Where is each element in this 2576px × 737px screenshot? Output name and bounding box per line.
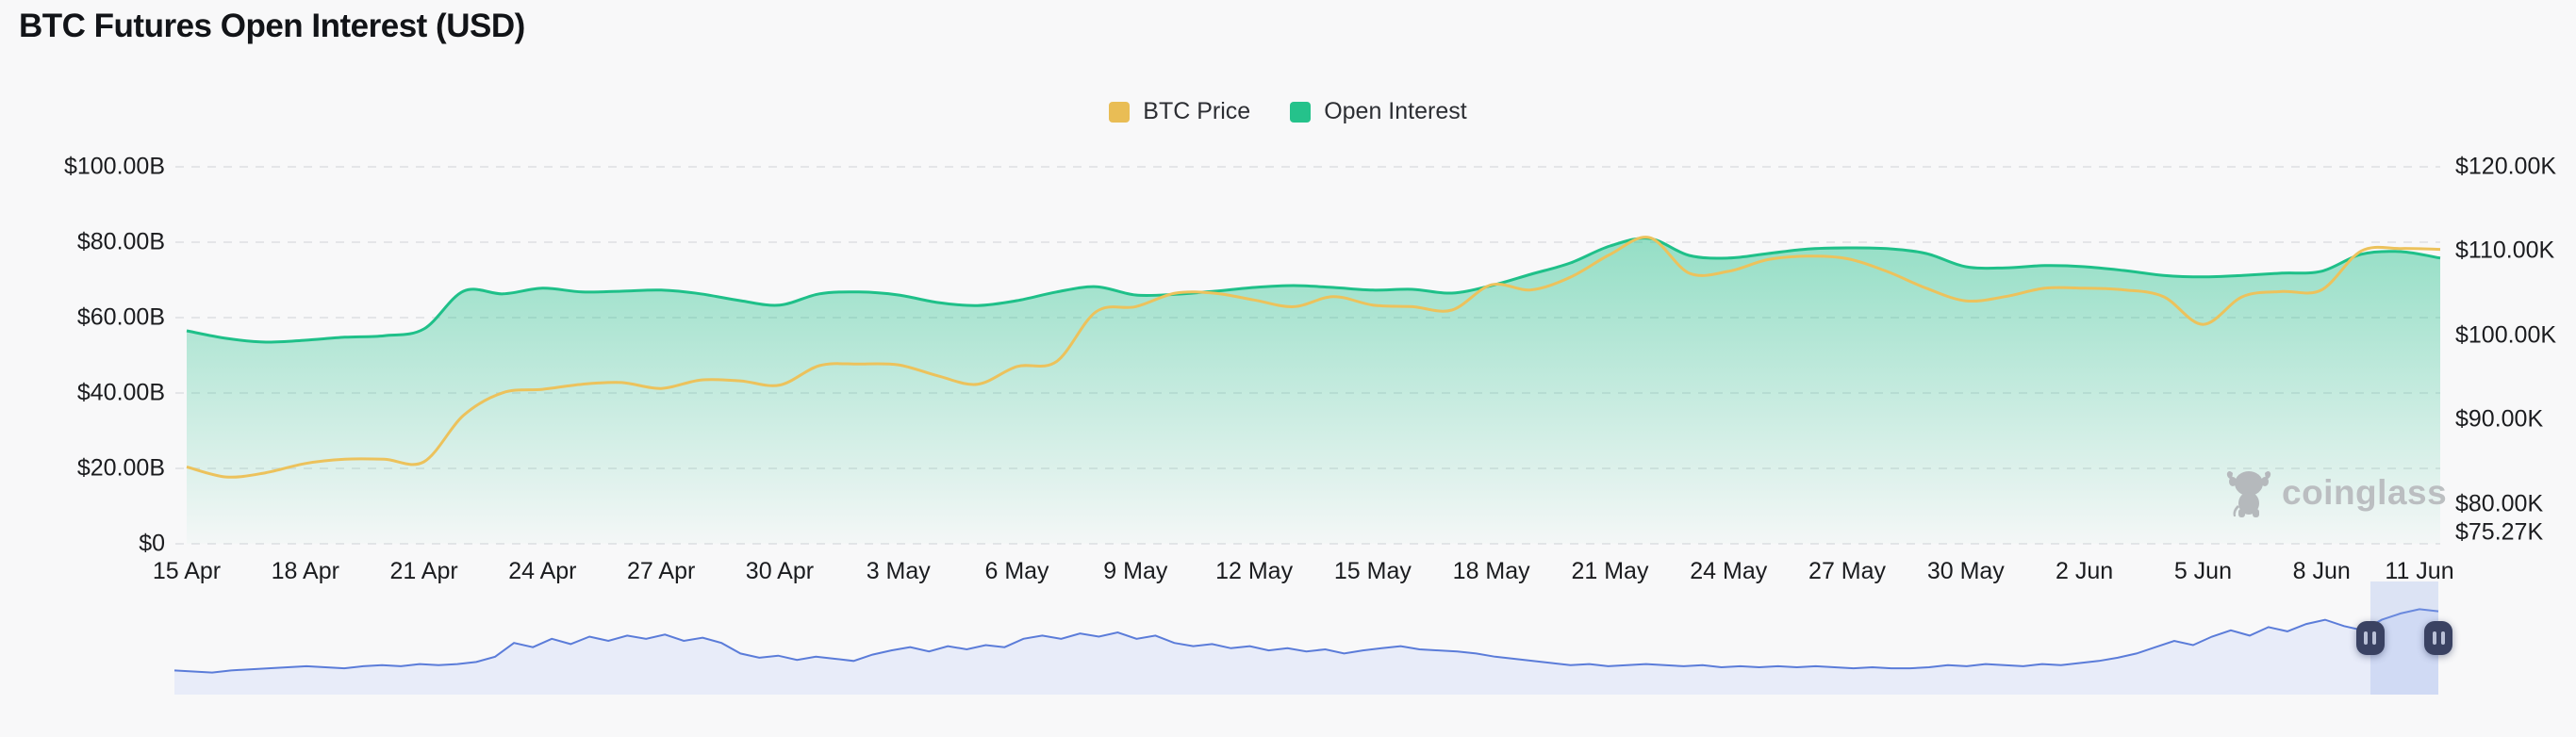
- right-axis-tick: $110.00K: [2455, 237, 2555, 264]
- right-axis-tick: $80.00K: [2455, 490, 2544, 517]
- btc-price-line: [186, 236, 2441, 479]
- left-axis-tick: $60.00B: [76, 303, 165, 331]
- x-axis-tick: 6 May: [984, 558, 1049, 584]
- x-axis-tick: 15 May: [1333, 558, 1412, 584]
- x-axis-tick: 8 Jun: [2292, 558, 2351, 584]
- x-axis-tick: 30 Apr: [745, 558, 815, 584]
- x-axis-tick: 9 May: [1103, 558, 1168, 584]
- x-axis-tick: 30 May: [1926, 558, 2005, 584]
- pause-icon: [2364, 631, 2369, 645]
- x-axis-tick: 2 Jun: [2056, 558, 2114, 584]
- x-axis-tick: 15 Apr: [152, 558, 222, 584]
- legend-label-btc-price: BTC Price: [1143, 98, 1251, 124]
- open-interest-area: [187, 237, 2440, 545]
- x-axis-tick: 18 May: [1452, 558, 1530, 584]
- pause-icon: [2432, 631, 2436, 645]
- coinglass-watermark: coinglass: [2225, 467, 2447, 518]
- x-axis-tick: 3 May: [866, 558, 931, 584]
- left-axis-tick: $80.00B: [76, 228, 165, 255]
- right-axis-tick: $100.00K: [2455, 321, 2557, 349]
- coinglass-watermark-text: coinglass: [2282, 473, 2448, 512]
- x-axis-tick: 27 May: [1808, 558, 1887, 584]
- coinglass-bull-icon: [2226, 471, 2271, 517]
- x-axis-tick: 11 Jun: [2385, 558, 2454, 584]
- x-axis-tick: 21 May: [1571, 558, 1649, 584]
- navigator-line: [173, 608, 2439, 674]
- x-axis-tick: 12 May: [1215, 558, 1294, 584]
- legend-item-btc-price[interactable]: BTC Price: [1109, 98, 1250, 125]
- navigator-right-handle[interactable]: [2424, 621, 2452, 655]
- x-axis-tick: 5 Jun: [2173, 558, 2232, 584]
- left-axis-tick: $20.00B: [76, 454, 165, 482]
- x-axis-tick: 27 Apr: [627, 558, 696, 584]
- left-axis-tick: $40.00B: [76, 379, 165, 406]
- right-axis-tick: $90.00K: [2455, 405, 2544, 433]
- navigator-left-handle[interactable]: [2355, 621, 2385, 655]
- left-axis-tick: $0: [139, 530, 165, 557]
- open-interest-line: [186, 237, 2441, 344]
- x-axis-tick: 24 Apr: [508, 558, 577, 584]
- legend: BTC Price Open Interest: [0, 98, 2576, 125]
- open-interest-swatch-icon: [1290, 101, 1312, 123]
- x-axis-tick: 21 Apr: [389, 558, 458, 584]
- x-axis-tick: 18 Apr: [271, 558, 339, 584]
- btc-price-swatch-icon: [1109, 101, 1131, 123]
- right-axis-tick: $75.27K: [2455, 518, 2544, 546]
- right-axis-tick: $120.00K: [2455, 153, 2557, 180]
- left-axis-tick: $100.00B: [63, 153, 165, 180]
- legend-label-open-interest: Open Interest: [1324, 98, 1467, 124]
- legend-item-open-interest[interactable]: Open Interest: [1290, 98, 1467, 125]
- chart-title: BTC Futures Open Interest (USD): [19, 8, 525, 44]
- x-axis-tick: 24 May: [1690, 558, 1768, 584]
